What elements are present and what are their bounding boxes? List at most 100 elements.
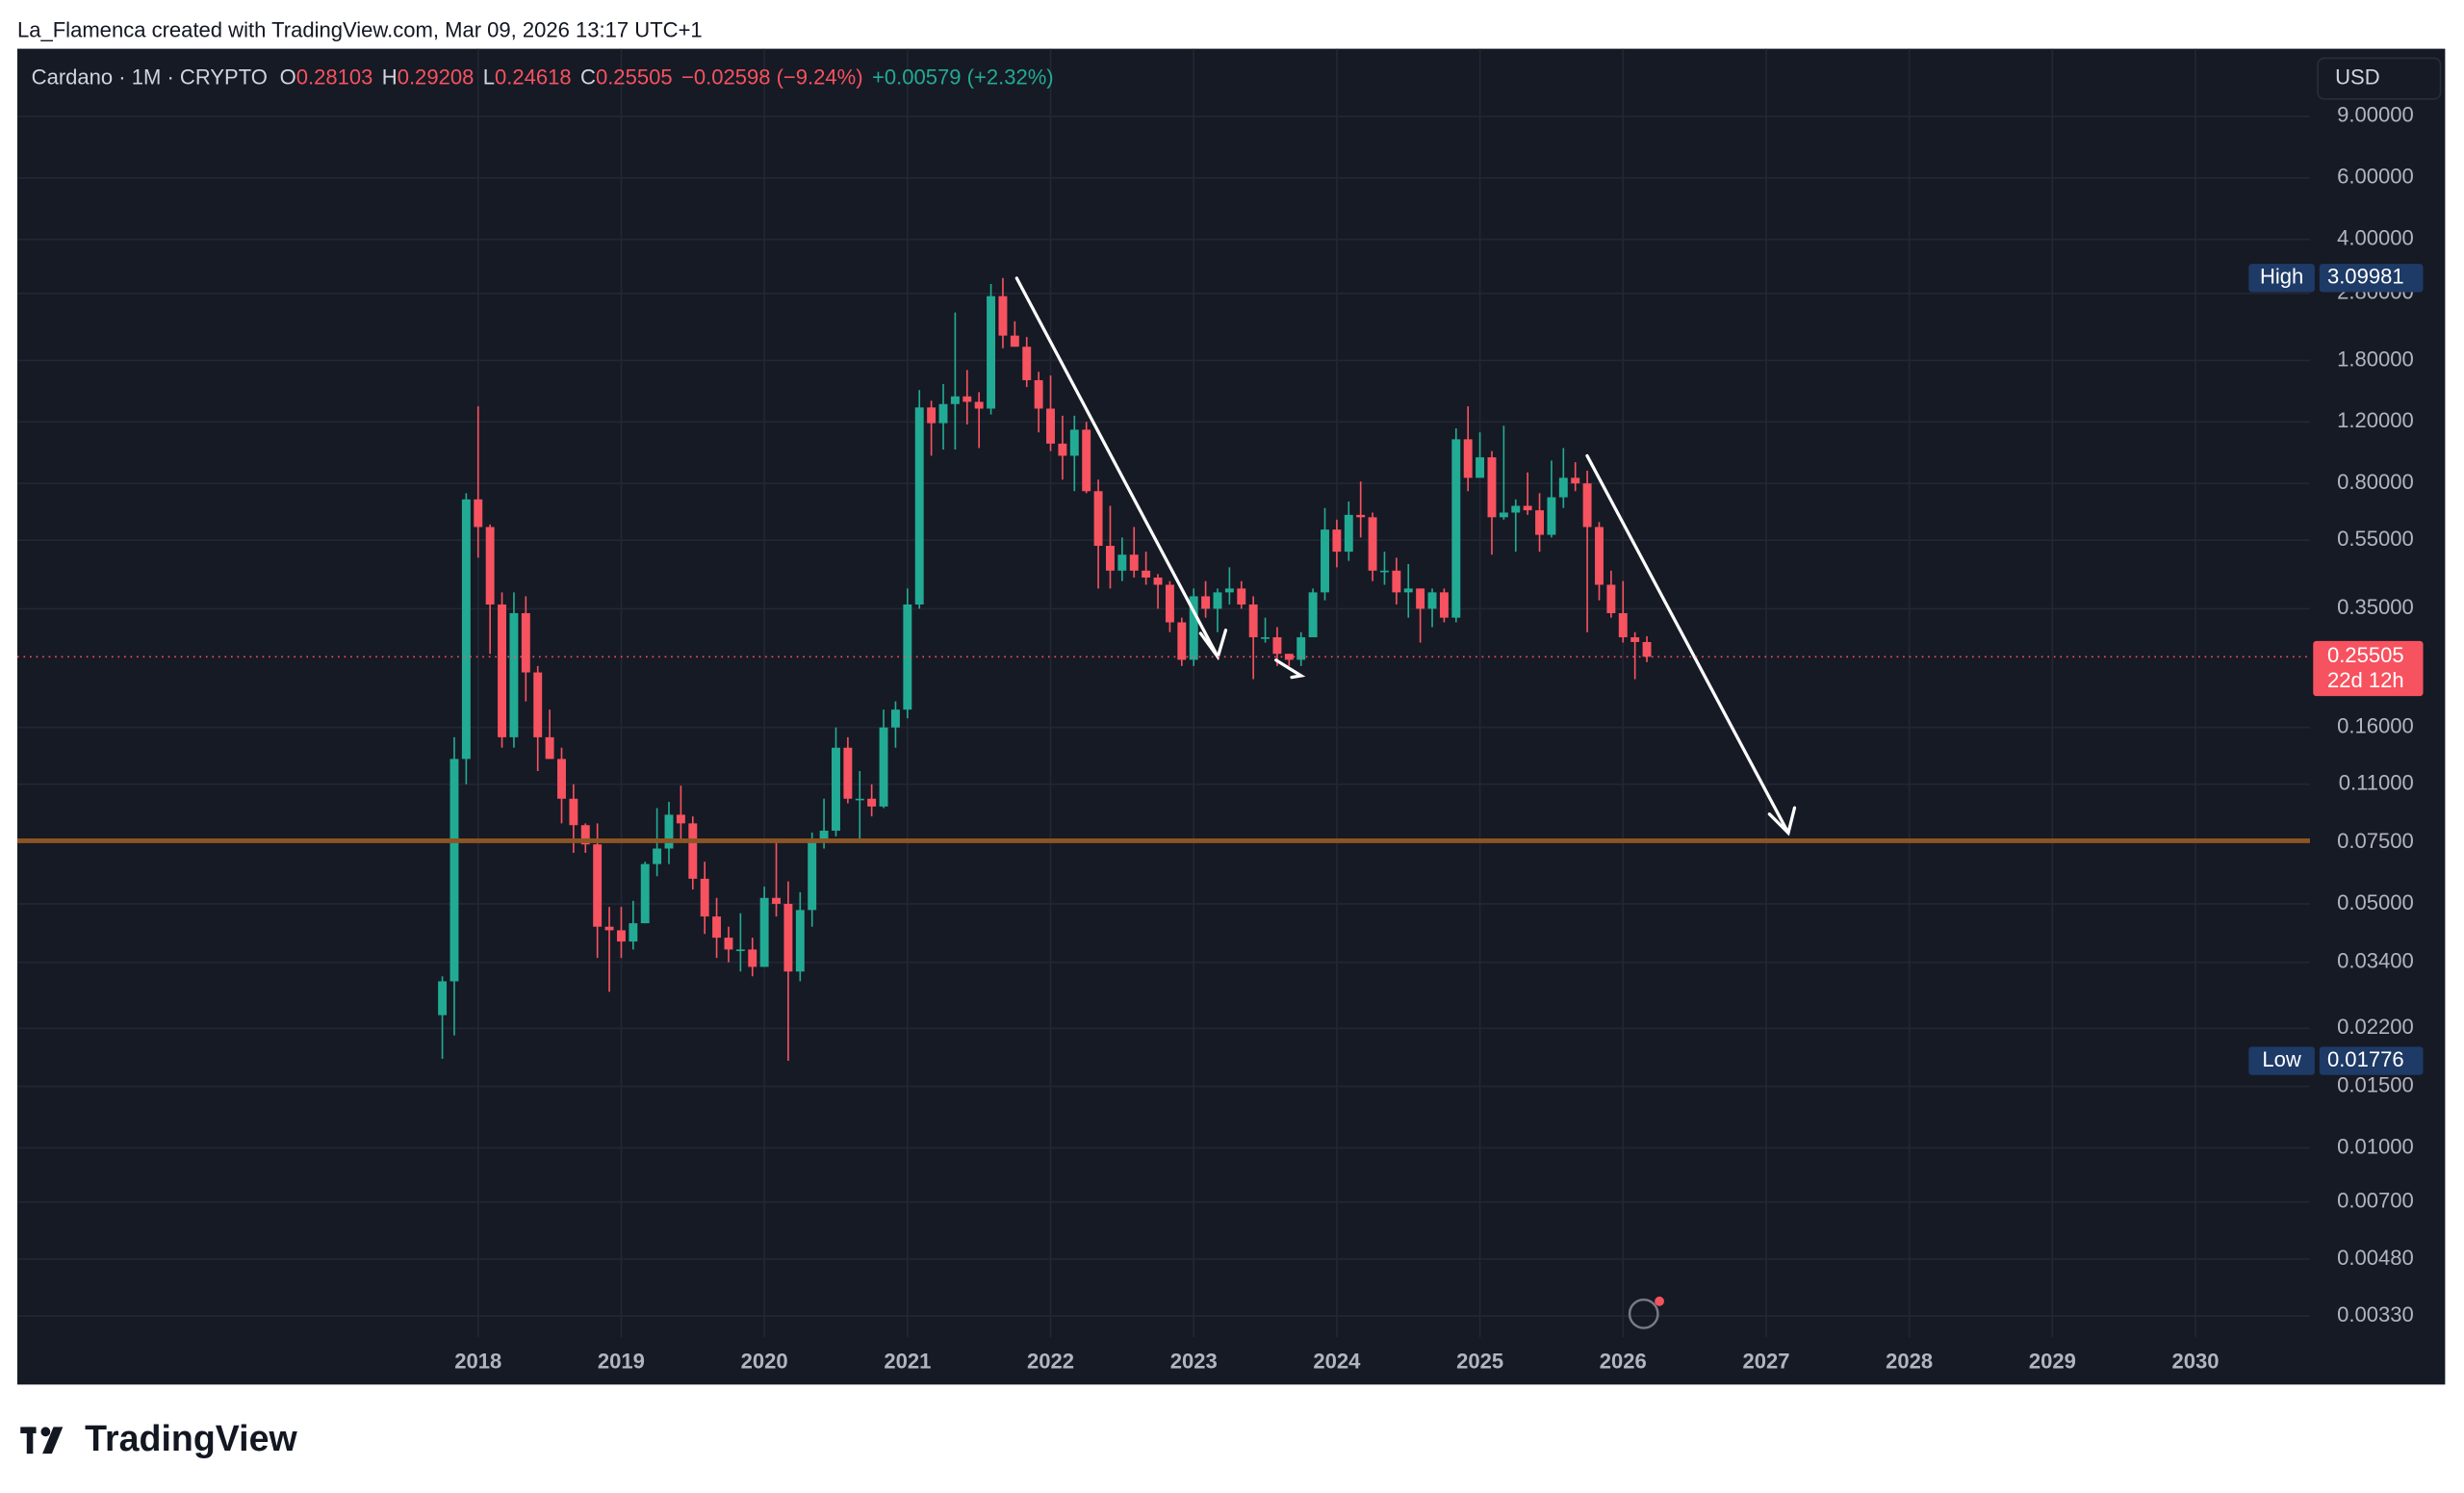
candle-body <box>1511 505 1521 513</box>
low-label: L <box>483 64 495 89</box>
low-value: 0.01776 <box>2327 1047 2404 1071</box>
candle-body <box>1248 604 1258 638</box>
y-tick-label: 0.00480 <box>2337 1246 2414 1270</box>
high-tag: High <box>2260 265 2303 289</box>
candle-body <box>676 814 685 824</box>
candle-body <box>438 981 448 1016</box>
currency-button[interactable]: USD <box>2317 57 2442 100</box>
grid: 9.000006.000004.000002.800001.800001.200… <box>16 48 2414 1373</box>
symbol: Cardano · 1M · CRYPTO <box>32 64 268 89</box>
candle-body <box>1547 497 1556 535</box>
candle-body <box>1558 477 1568 498</box>
candle-body <box>1261 637 1270 639</box>
candle-body <box>1213 592 1222 609</box>
x-tick-label: 2024 <box>1313 1349 1361 1373</box>
candle-body <box>557 759 566 799</box>
candle-body <box>700 878 709 917</box>
y-tick-label: 0.03400 <box>2337 949 2414 973</box>
y-tick-label: 0.35000 <box>2337 595 2414 619</box>
candle-body <box>1332 529 1342 553</box>
candle-body <box>808 839 817 911</box>
candle-body <box>879 727 888 807</box>
candle-body <box>819 830 829 840</box>
y-tick-label: 0.05000 <box>2337 890 2414 914</box>
candle-body <box>1368 517 1377 571</box>
credit: La_Flamenca created with TradingView.com… <box>17 17 703 41</box>
arrow-head <box>1767 806 1797 837</box>
y-tick-label: 1.80000 <box>2337 347 2414 371</box>
candle-body <box>1476 457 1485 478</box>
candle-body <box>1201 596 1211 609</box>
y-tick-label: 0.16000 <box>2337 714 2414 738</box>
candle-body <box>1463 439 1473 478</box>
high-value-box <box>2319 264 2424 293</box>
low-value-box <box>2319 1046 2424 1075</box>
x-tick-label: 2026 <box>1600 1349 1647 1373</box>
x-tick-label: 2028 <box>1886 1349 1933 1373</box>
candle-body <box>1571 477 1580 484</box>
candle-body <box>1224 588 1234 593</box>
candle-body <box>759 897 769 967</box>
candle-body <box>509 612 519 737</box>
candle-body <box>1487 457 1497 518</box>
arrow-line <box>1585 453 1790 835</box>
x-tick-label: 2022 <box>1027 1349 1074 1373</box>
low-tag-box <box>2248 1046 2315 1075</box>
open-label: O <box>280 64 296 89</box>
y-tick-label: 4.00000 <box>2337 225 2414 249</box>
arrow-line <box>1014 276 1219 659</box>
x-tick-label: 2025 <box>1456 1349 1503 1373</box>
logo-stem <box>26 1427 34 1454</box>
y-tick-label: 0.07500 <box>2337 829 2414 853</box>
candle-body <box>974 401 984 409</box>
candle-body <box>795 910 805 972</box>
candle-body <box>1642 641 1652 657</box>
y-tick-label: 9.00000 <box>2337 103 2414 127</box>
candle-body <box>1595 527 1604 585</box>
candle-body <box>950 396 960 404</box>
candle-body <box>1237 588 1246 605</box>
candle-body <box>1403 588 1413 593</box>
candle-body <box>1142 570 1151 578</box>
open-value: 0.28103 <box>296 64 373 89</box>
low-value: 0.24618 <box>495 64 572 89</box>
candle-body <box>1117 554 1127 571</box>
candle-body <box>1022 347 1032 380</box>
legend: Cardano · 1M · CRYPTO O0.28103 H0.29208 … <box>32 64 1054 89</box>
icon-dot <box>1655 1296 1664 1306</box>
y-tick-label: 0.55000 <box>2337 527 2414 551</box>
candle-body <box>1165 584 1174 623</box>
candle-body <box>938 403 948 424</box>
candle-body <box>1177 622 1187 660</box>
icon-ring <box>1628 1298 1659 1329</box>
candle-body <box>1058 443 1067 456</box>
x-tick-label: 2020 <box>741 1349 788 1373</box>
candle-body <box>629 923 638 942</box>
candle-body <box>1321 529 1329 593</box>
candle-body <box>1499 512 1508 518</box>
candle-body <box>485 527 495 605</box>
high-value: 0.29208 <box>398 64 475 89</box>
candle-body <box>1630 637 1640 642</box>
candle-body <box>569 798 578 826</box>
candle-body <box>593 844 603 927</box>
candle-body <box>664 814 674 849</box>
candle-body <box>832 747 840 831</box>
candle-body <box>1356 514 1366 518</box>
currency-box[interactable] <box>2317 57 2442 100</box>
candle-body <box>498 604 506 737</box>
candle-body <box>1189 596 1198 660</box>
x-tick-label: 2029 <box>2029 1349 2076 1373</box>
candle-body <box>604 926 614 931</box>
y-tick-label: 6.00000 <box>2337 165 2414 189</box>
candle-body <box>867 798 877 807</box>
candle-body <box>449 759 459 982</box>
x-tick-label: 2019 <box>598 1349 645 1373</box>
candle-body <box>1082 429 1091 492</box>
currency-label[interactable]: USD <box>2335 64 2380 89</box>
candle-body <box>1535 510 1544 535</box>
candle-body <box>1093 491 1103 547</box>
y-tick-label: 0.11000 <box>2339 771 2414 795</box>
